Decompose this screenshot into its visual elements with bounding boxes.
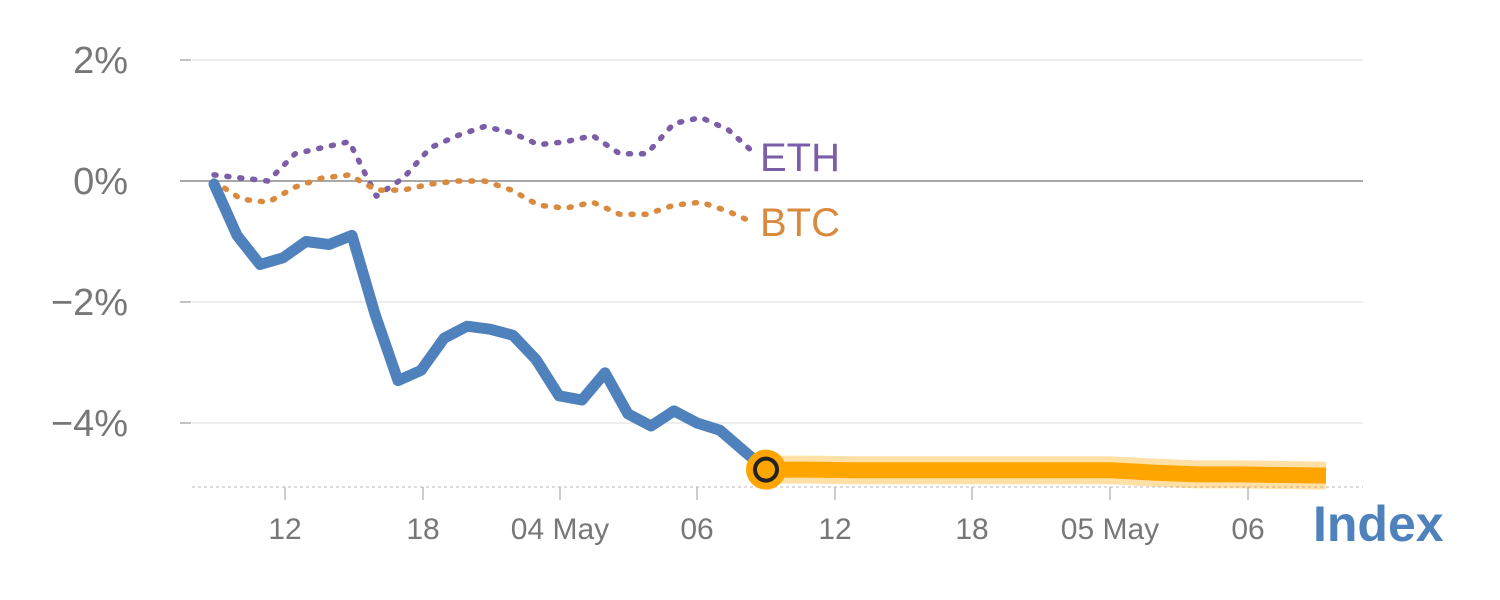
series-layer (208, 114, 1327, 490)
series-index-line (208, 178, 772, 476)
y-tick-label: 0% (73, 161, 128, 203)
x-tick-label: 18 (955, 513, 988, 546)
x-tick-label: 04 May (511, 513, 609, 546)
y-tick-label: −2% (51, 282, 128, 324)
series-label-btc: BTC (760, 201, 840, 245)
y-tick-label: −4% (51, 403, 128, 445)
y-axis-ticks: 2% 0% −2% −4% (51, 40, 128, 445)
series-label-eth: ETH (760, 136, 840, 180)
x-axis-ticks: 12 18 04 May 06 12 18 05 May 06 (268, 487, 1265, 546)
x-tick-label: 18 (406, 513, 439, 546)
y-tick-label: 2% (73, 40, 128, 82)
series-label-index: Index (1313, 496, 1444, 552)
projection-line (766, 461, 1327, 484)
x-tick-label: 06 (680, 513, 713, 546)
x-tick-label: 05 May (1061, 513, 1159, 546)
series-eth-line (211, 114, 758, 199)
x-tick-label: 06 (1231, 513, 1264, 546)
grid-layer (180, 59, 1363, 488)
series-btc-line (211, 172, 758, 227)
x-tick-label: 12 (268, 513, 301, 546)
x-tick-label: 12 (818, 513, 851, 546)
current-value-marker-dot (753, 456, 779, 483)
